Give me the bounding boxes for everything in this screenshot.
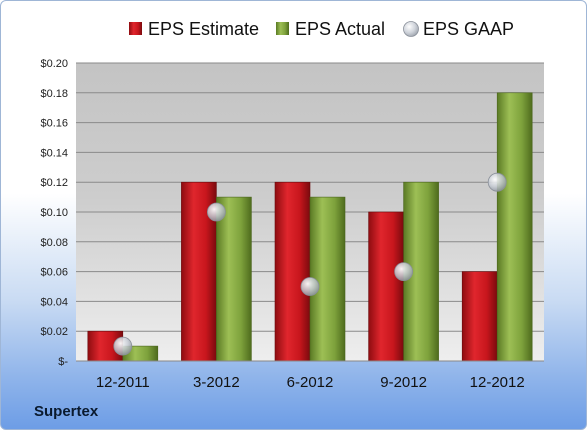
y-tick-label: $0.14 [40,147,68,159]
bar-eps-estimate [274,181,311,362]
legend-label: EPS Actual [295,19,385,39]
bars [87,92,533,362]
y-tick-label: $0.10 [40,207,68,219]
legend-label: EPS GAAP [423,19,514,39]
y-tick-label: $0.06 [40,267,68,279]
bar-eps-actual [496,92,533,362]
gaap-markers [113,172,507,356]
bar-eps-estimate [368,211,404,362]
y-tick-label: $0.08 [40,237,68,249]
legend: EPS Estimate EPS Actual EPS GAAP [129,19,514,39]
x-tick-label: 3-2012 [193,374,240,391]
x-axis-ticks: 12-2011 3-2012 6-2012 9-2012 12-2012 [96,374,525,391]
legend-label: EPS Estimate [148,19,259,39]
bar-eps-actual [216,196,252,362]
y-tick-label: $0.20 [40,58,68,70]
x-tick-label: 12-2011 [96,374,150,391]
legend-swatch [276,22,289,35]
company-name: Supertex [34,403,99,420]
x-tick-label: 12-2012 [470,374,525,391]
legend-swatch [403,21,419,37]
legend-swatch [129,22,142,35]
y-tick-label: $0.12 [40,177,68,189]
marker-eps-gaap [113,336,133,356]
bar-eps-estimate [461,271,498,362]
marker-eps-gaap [300,277,320,296]
bar-eps-actual [309,196,346,362]
marker-eps-gaap [394,262,414,282]
y-tick-label: $0.02 [40,326,68,338]
y-tick-label: $- [58,356,68,368]
y-tick-label: $0.18 [40,88,68,100]
marker-eps-gaap [487,172,507,192]
y-axis-ticks: $- $0.02 $0.04 $0.06 $0.08 $0.10 $0.12 $0.14 $0.… [40,58,68,368]
y-tick-label: $0.16 [40,118,68,130]
y-tick-label: $0.04 [40,296,68,308]
x-tick-label: 9-2012 [380,374,427,391]
marker-eps-gaap [206,202,226,222]
x-tick-label: 6-2012 [287,374,334,391]
